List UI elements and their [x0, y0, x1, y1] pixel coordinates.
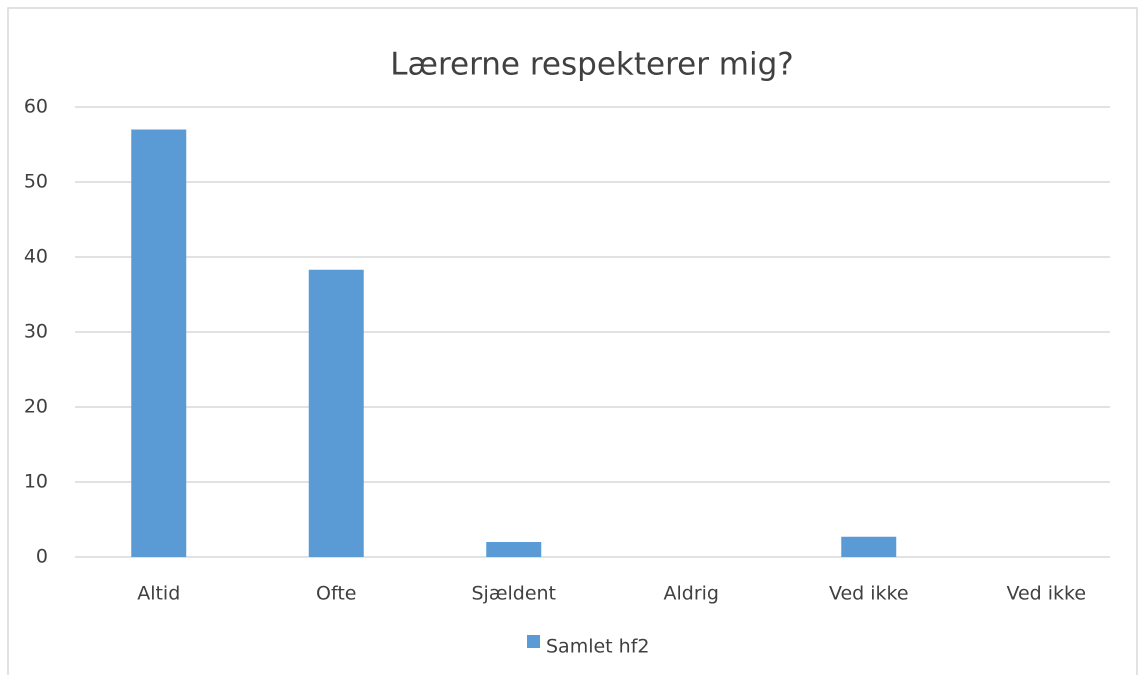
- x-tick-label: Altid: [137, 583, 180, 605]
- x-tick-label: Ved ikke: [829, 583, 909, 605]
- y-tick-label: 60: [24, 96, 48, 118]
- bar: [308, 269, 364, 557]
- x-tick-label: Aldrig: [664, 583, 720, 605]
- bar: [841, 536, 897, 557]
- y-tick-label: 20: [24, 396, 48, 418]
- chart-border: [7, 7, 1138, 675]
- chart-title: Lærerne respekterer mig?: [390, 47, 794, 83]
- legend-swatch: [527, 635, 540, 648]
- y-tick-label: 0: [36, 546, 48, 568]
- y-tick-label: 30: [24, 321, 48, 343]
- bar: [131, 129, 187, 557]
- x-tick-label: Ved ikke: [1006, 583, 1086, 605]
- x-tick-label: Ofte: [316, 583, 356, 605]
- legend-label: Samlet hf2: [546, 636, 650, 658]
- bar: [486, 542, 542, 557]
- y-tick-label: 40: [24, 246, 48, 268]
- x-tick-label: Sjældent: [471, 583, 556, 605]
- y-tick-label: 10: [24, 471, 48, 493]
- y-tick-label: 50: [24, 171, 48, 193]
